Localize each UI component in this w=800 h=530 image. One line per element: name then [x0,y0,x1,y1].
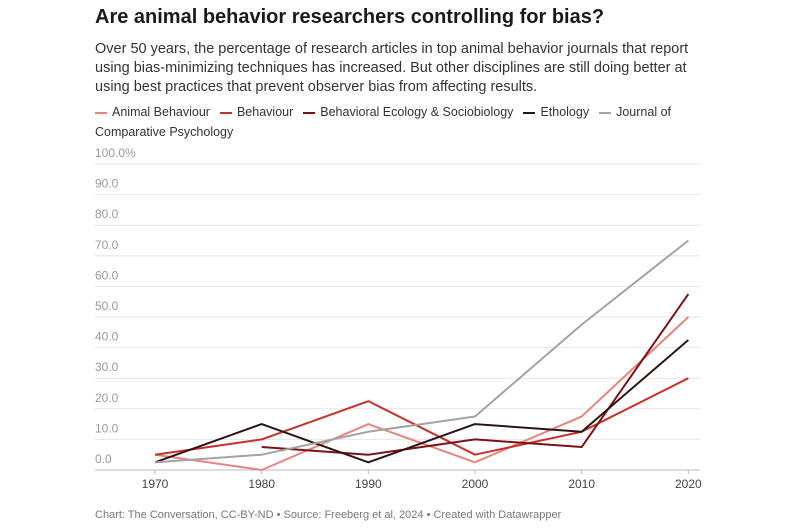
x-tick-label: 2020 [675,477,702,491]
legend: Animal Behaviour Behaviour Behavioral Ecol… [95,102,695,142]
legend-item: Journal of Comparative Psychology [95,105,671,139]
y-tick-label: 10.0 [95,421,119,435]
series-line [154,239,689,464]
legend-label: Ethology [540,105,590,119]
y-tick-label: 20.0 [95,391,119,405]
legend-swatch [599,111,612,114]
legend-swatch [523,111,536,114]
legend-label: Animal Behaviour [112,105,210,119]
legend-swatch [95,111,107,114]
legend-item: Behaviour [219,105,294,119]
legend-swatch [303,111,316,114]
x-tick-label: 2010 [568,477,595,491]
legend-swatch [219,111,232,114]
legend-item: Behavioral Ecology & Sociobiology [303,105,513,119]
legend-item: Ethology [523,105,589,119]
y-tick-label: 50.0 [95,299,119,313]
subtitle: Over 50 years, the percentage of researc… [95,41,689,95]
x-tick-label: 1990 [355,477,382,491]
y-tick-label: 0.0 [95,452,112,466]
y-tick-label: 60.0 [95,268,119,282]
footer: Chart: The Conversation, CC-BY-ND • Sour… [95,509,562,521]
y-tick-label: 100.0% [95,146,136,160]
legend-label: Behaviour [236,105,294,119]
series-line [261,293,690,456]
y-tick-label: 90.0 [95,177,119,191]
y-tick-label: 40.0 [95,330,119,344]
series-line [154,339,689,464]
legend-label: Journal of Comparative Psychology [95,105,671,139]
x-tick-label: 1980 [248,477,275,491]
y-tick-label: 30.0 [95,360,119,374]
y-tick-label: 70.0 [95,238,119,252]
x-tick-label: 1970 [142,477,169,491]
legend-label: Behavioral Ecology & Sociobiology [320,105,514,119]
y-tick-label: 80.0 [95,207,119,221]
x-tick-label: 2000 [462,477,489,491]
legend-item: Animal Behaviour [95,105,210,119]
title: Are animal behavior researchers controll… [95,6,605,28]
